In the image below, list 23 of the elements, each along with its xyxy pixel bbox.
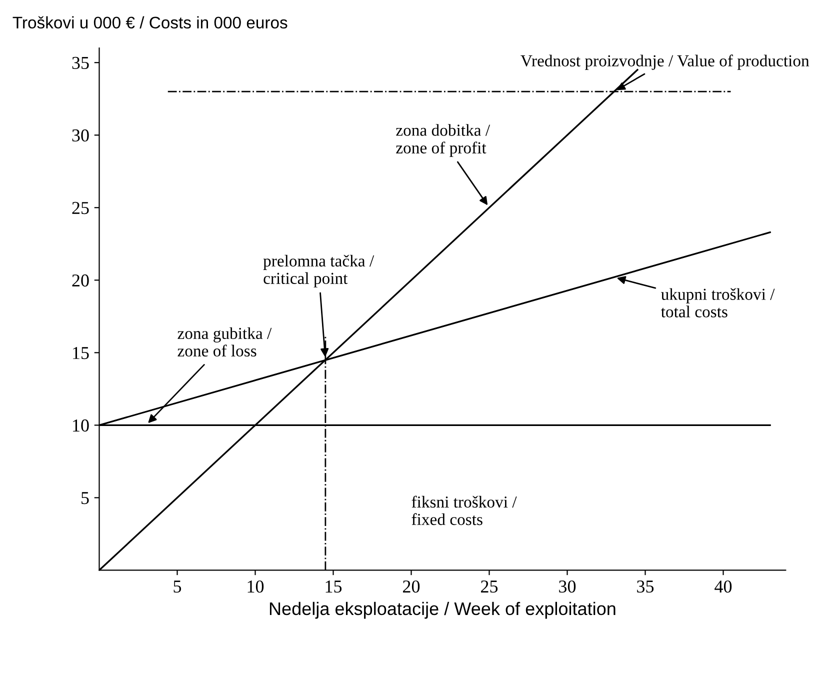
annotation: Vrednost proizvodnje / Value of production <box>520 54 810 70</box>
annotation: fiksni troškovi / fixed costs <box>412 496 517 526</box>
x-tick-label: 25 <box>481 580 498 593</box>
annotation: zona gubitka / zone of loss <box>178 327 272 357</box>
y-tick-label: 5 <box>82 492 89 504</box>
y-tick-label: 25 <box>72 202 89 214</box>
x-tick-label: 40 <box>714 580 732 593</box>
y-axis-title: Troškovi u 000 € / Costs in 000 euros <box>12 16 288 29</box>
x-tick-label: 15 <box>326 580 342 593</box>
x-axis-title: Nedelja eksploatacije / Week of exploitation <box>270 602 616 619</box>
y-tick-label: 30 <box>72 129 89 142</box>
x-tick-label: 5 <box>174 580 182 593</box>
annotation: prelomna tačka / critical point <box>263 254 374 288</box>
x-tick-label: 20 <box>403 580 420 593</box>
x-tick-label: 30 <box>559 580 576 593</box>
x-tick-label: 35 <box>637 580 654 593</box>
x-tick-label: 10 <box>248 580 264 593</box>
y-tick-label: 20 <box>72 274 89 287</box>
y-tick-label: 35 <box>72 56 89 70</box>
annotation: ukupni troškovi / total costs <box>661 288 775 318</box>
annotation: zona dobitka / zone of profit <box>396 124 490 157</box>
y-tick-label: 15 <box>73 347 89 360</box>
y-tick-label: 10 <box>73 419 89 432</box>
